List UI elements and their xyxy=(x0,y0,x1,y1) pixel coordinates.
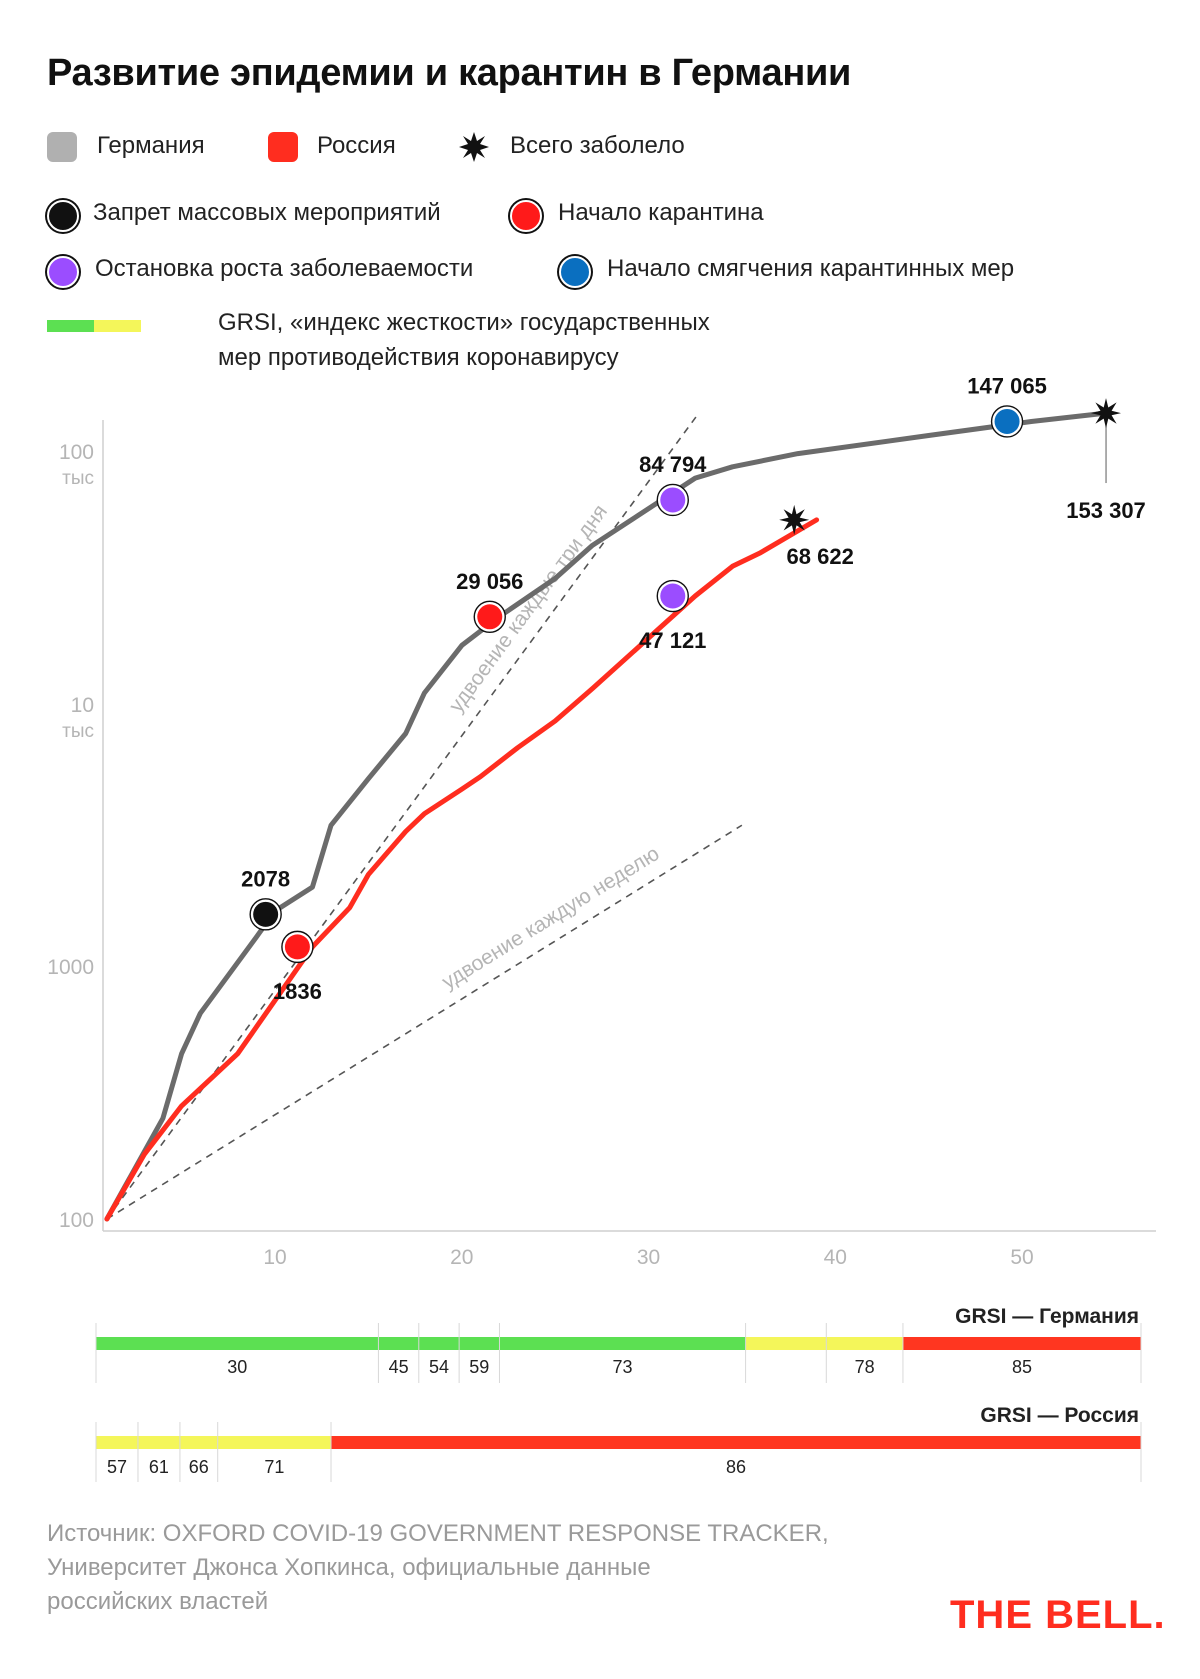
marker-value-label: 29 056 xyxy=(456,569,523,594)
legend: Германия Россия Всего заболело Запрет ма… xyxy=(0,0,1200,380)
grsi-russia-segment xyxy=(331,1436,1141,1449)
epidemic-chart: 10 20 30 40 50 100 1000 10 тыс 100 тыс удвоение каж… xyxy=(47,373,1156,1269)
germany-swatch xyxy=(47,132,77,162)
grsi-germany-value: 85 xyxy=(1012,1357,1032,1377)
legend-quarantine: Начало карантина xyxy=(558,199,764,226)
marker-fill xyxy=(660,487,686,513)
ban-marker-icon xyxy=(47,200,79,232)
marker-value-label: 1836 xyxy=(273,979,322,1004)
legend-total: Всего заболело xyxy=(510,132,685,159)
star-icon xyxy=(459,132,489,162)
quarantine-marker-icon xyxy=(510,200,542,232)
grsi-germany-segment xyxy=(499,1337,746,1350)
grsi-germany-value: 73 xyxy=(613,1357,633,1377)
easing-marker xyxy=(990,405,1024,438)
y-tick-label: 100 xyxy=(59,441,94,464)
grsi-russia-segment xyxy=(179,1436,218,1449)
easing-marker-icon xyxy=(559,256,591,288)
legend-grsi-line2: мер противодействия коронавирусу xyxy=(218,344,619,371)
source-line-1: Источник: OXFORD COVID-19 GOVERNMENT RES… xyxy=(47,1520,829,1547)
marker-value-label: 84 794 xyxy=(639,452,707,477)
marker-value-label: 2078 xyxy=(241,866,290,891)
grsi-germany-segment xyxy=(902,1337,1141,1350)
page-title: Развитие эпидемии и карантин в Германии xyxy=(47,52,852,94)
x-tick-label: 20 xyxy=(450,1246,473,1269)
grsi-germany-segment xyxy=(96,1337,379,1350)
reference-line xyxy=(106,414,698,1220)
grsi-russia-value: 61 xyxy=(149,1457,169,1477)
y-tick-sublabel: тыс xyxy=(62,721,94,742)
x-tick-label: 30 xyxy=(637,1246,660,1269)
y-tick-sublabel: тыс xyxy=(62,468,94,489)
marker-value-label: 153 307 xyxy=(1066,498,1146,523)
grsi-bars: GRSI — Германия 30 45 54 59 73 78 85 GRSI — Росс… xyxy=(95,1305,1142,1482)
grsi-germany-value: 78 xyxy=(855,1357,875,1377)
reference-line-label: удвоение каждую неделю xyxy=(438,842,663,994)
grsi-russia-title: GRSI — Россия xyxy=(980,1404,1139,1427)
marker-fill xyxy=(994,408,1020,434)
source-line-3: российских властей xyxy=(47,1588,269,1615)
grsi-germany-segment xyxy=(418,1337,460,1350)
quarantine-marker xyxy=(281,930,314,964)
grsi-germany-value: 30 xyxy=(227,1357,247,1377)
grsi-germany-segment xyxy=(745,1337,827,1350)
the-bell-logo: THE BELL. xyxy=(950,1593,1166,1637)
peak-marker-icon xyxy=(47,256,79,288)
ban-marker xyxy=(249,898,282,931)
grsi-russia-value: 71 xyxy=(264,1457,284,1477)
source-line-2: Университет Джонса Хопкинса, официальные… xyxy=(47,1554,651,1581)
marker-value-label: 68 622 xyxy=(787,544,854,569)
quarantine-marker xyxy=(473,600,506,634)
peak-marker xyxy=(656,579,689,613)
marker-fill xyxy=(660,583,686,609)
russia-series-line xyxy=(104,517,820,1222)
germany-series-line xyxy=(104,410,1109,1222)
grsi-germany-segment xyxy=(459,1337,500,1350)
y-tick-label: 100 xyxy=(59,1209,94,1232)
grsi-russia-segment xyxy=(217,1436,332,1449)
grsi-russia-segment xyxy=(96,1436,138,1449)
grsi-swatch xyxy=(47,320,141,332)
grsi-germany-segment xyxy=(826,1337,903,1350)
grsi-germany-value: 54 xyxy=(429,1357,449,1377)
reference-line xyxy=(106,824,743,1220)
grsi-germany-title: GRSI — Германия xyxy=(955,1305,1139,1328)
grsi-russia-value: 66 xyxy=(189,1457,209,1477)
legend-ban: Запрет массовых мероприятий xyxy=(93,199,441,226)
grsi-russia-segment xyxy=(137,1436,180,1449)
grsi-germany-segment xyxy=(378,1337,419,1350)
marker-value-label: 147 065 xyxy=(967,373,1047,398)
marker-value-label: 47 121 xyxy=(639,628,706,653)
x-tick-label: 40 xyxy=(824,1246,847,1269)
x-tick-label: 10 xyxy=(263,1246,286,1269)
legend-russia: Россия xyxy=(317,132,396,159)
legend-easing: Начало смягчения карантинных мер xyxy=(607,255,1015,282)
legend-peak: Остановка роста заболеваемости xyxy=(95,255,474,282)
grsi-russia-value: 86 xyxy=(726,1457,746,1477)
russia-swatch xyxy=(268,132,298,162)
grsi-germany-value: 59 xyxy=(469,1357,489,1377)
y-tick-label: 10 xyxy=(71,694,94,717)
source-note: Источник: OXFORD COVID-19 GOVERNMENT RES… xyxy=(47,1517,829,1619)
legend-germany: Германия xyxy=(97,132,205,159)
reference-line-label: удвоение каждые три дня xyxy=(445,500,612,716)
x-tick-label: 50 xyxy=(1010,1246,1033,1269)
peak-marker xyxy=(656,483,689,517)
grsi-germany-value: 45 xyxy=(389,1357,409,1377)
marker-fill xyxy=(253,901,279,927)
total-star-icon xyxy=(779,504,810,535)
total-star-icon xyxy=(1091,398,1121,429)
grsi-russia-value: 57 xyxy=(107,1457,127,1477)
y-tick-label: 1000 xyxy=(47,956,94,979)
legend-grsi-line1: GRSI, «индекс жесткости» государственных xyxy=(218,309,710,336)
marker-fill xyxy=(284,934,310,960)
marker-fill xyxy=(477,604,503,630)
